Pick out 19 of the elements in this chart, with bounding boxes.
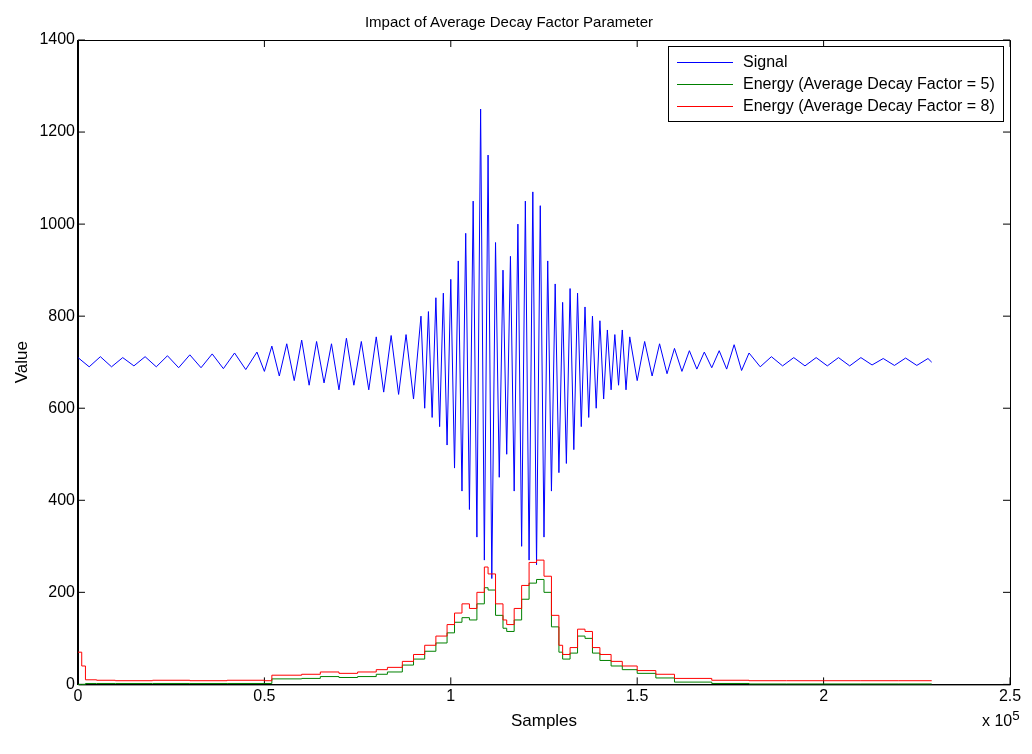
text: x 10$^{5}$ <box>982 708 1020 731</box>
legend-label: Energy (Average Decay Factor = 5) <box>743 75 995 93</box>
legend-label: Energy (Average Decay Factor = 8) <box>743 97 995 115</box>
x-tick-label: 0.5 <box>253 687 276 705</box>
x-axis-title: Samples <box>510 711 578 731</box>
y-tick-label: 1400 <box>39 30 76 48</box>
x-tick-label: 1 <box>446 687 456 705</box>
y-tick-label: 600 <box>48 398 76 416</box>
legend-label: Signal <box>743 53 788 71</box>
y-tick-label: 200 <box>48 582 76 600</box>
x-tick-label: 2.5 <box>998 687 1022 705</box>
y-axis-title: Value <box>11 341 31 384</box>
y-tick-label: 400 <box>48 490 76 508</box>
x-tick-label: 1.5 <box>626 687 649 705</box>
chart-title: Impact of Average Decay Factor Parameter <box>364 13 654 31</box>
y-tick-label: 800 <box>48 306 76 324</box>
x-tick-label: 2 <box>819 687 829 705</box>
y-tick-label: 1000 <box>39 214 76 232</box>
y-tick-label: 1200 <box>39 122 76 140</box>
